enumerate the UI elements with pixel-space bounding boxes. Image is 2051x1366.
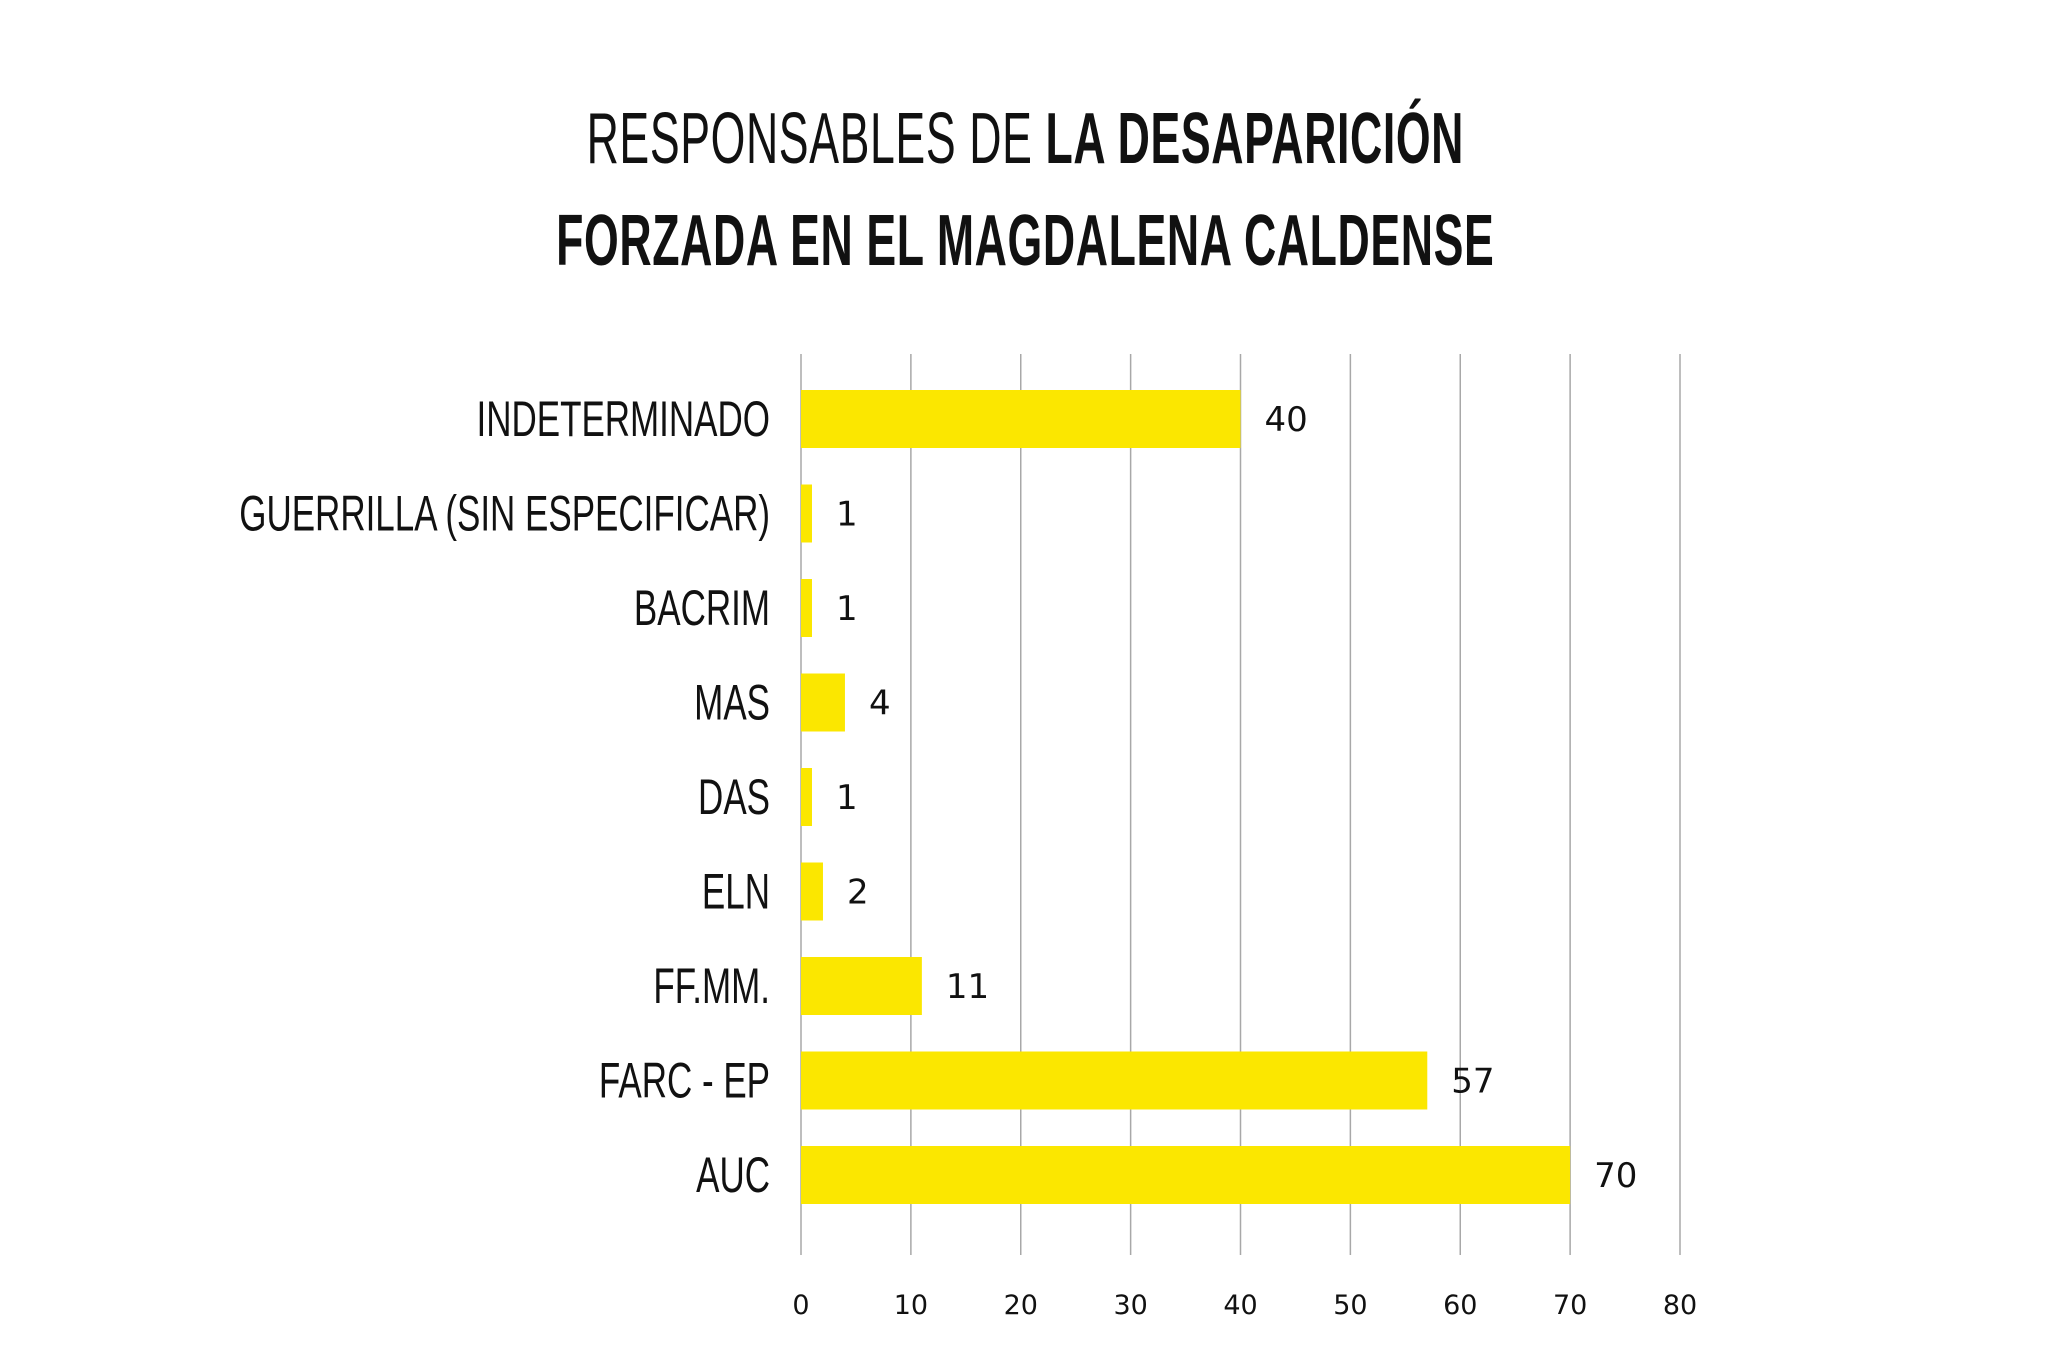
value-label: 40 (1265, 400, 1308, 440)
value-label: 4 (869, 684, 891, 724)
category-labels: INDETERMINADO GUERRILLA (SIN ESPECIFICAR)… (239, 392, 770, 1204)
bar (801, 673, 845, 732)
category-label: FF.MM. (653, 959, 770, 1015)
bars (801, 390, 1571, 1204)
x-tick-label: 60 (1443, 1290, 1477, 1321)
bar (801, 862, 823, 921)
x-tick-label: 70 (1553, 1290, 1587, 1321)
value-label: 1 (836, 778, 858, 818)
bar (801, 957, 922, 1015)
bar (801, 768, 812, 826)
category-label: ELN (702, 864, 770, 920)
title-bold-part: LA DESAPARICIÓN (1045, 99, 1465, 179)
category-label: FARC - EP (599, 1053, 770, 1109)
x-tick-label: 20 (1004, 1290, 1038, 1321)
bar (801, 579, 812, 637)
category-label: MAS (694, 675, 770, 731)
value-label: 1 (836, 589, 858, 629)
title-line-2: FORZADA EN EL MAGDALENA CALDENSE (556, 201, 1495, 281)
grid-lines (800, 354, 1681, 1255)
category-label: BACRIM (634, 581, 770, 637)
category-label: DAS (698, 770, 770, 826)
x-tick-label: 0 (792, 1290, 809, 1321)
value-label: 1 (836, 495, 858, 535)
x-tick-label: 50 (1333, 1290, 1367, 1321)
bar (801, 390, 1241, 448)
bar (801, 1051, 1428, 1110)
x-tick-label: 30 (1113, 1290, 1147, 1321)
category-label: GUERRILLA (SIN ESPECIFICAR) (239, 486, 770, 542)
title-line-1: RESPONSABLES DE LA DESAPARICIÓN (390, 88, 1662, 190)
value-label: 70 (1594, 1156, 1637, 1196)
x-tick-label: 80 (1663, 1290, 1697, 1321)
value-label: 2 (847, 873, 869, 913)
x-tick-label: 10 (894, 1290, 928, 1321)
category-label: INDETERMINADO (476, 392, 770, 448)
value-label: 57 (1451, 1062, 1494, 1102)
value-label: 11 (946, 967, 989, 1007)
category-label: AUC (696, 1148, 770, 1204)
x-axis-ticks: 0 10 20 30 40 50 60 70 80 (792, 1290, 1697, 1321)
x-tick-label: 40 (1223, 1290, 1257, 1321)
bar (801, 484, 812, 543)
bar (801, 1146, 1571, 1204)
chart-title: RESPONSABLES DE LA DESAPARICIÓN FORZADA … (390, 88, 1662, 292)
title-light-part: RESPONSABLES DE (586, 99, 1046, 179)
